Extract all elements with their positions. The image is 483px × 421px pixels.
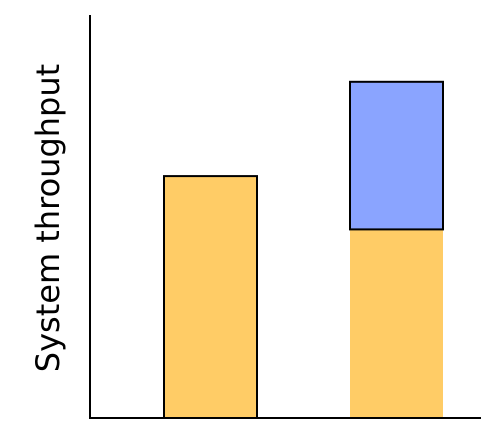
bar-2-segment-2 <box>349 80 444 231</box>
bar-1-segment-1 <box>163 175 258 419</box>
bars-group <box>163 80 444 419</box>
bar-2-segment-1 <box>350 229 443 418</box>
y-axis-label: System throughput <box>29 64 67 372</box>
